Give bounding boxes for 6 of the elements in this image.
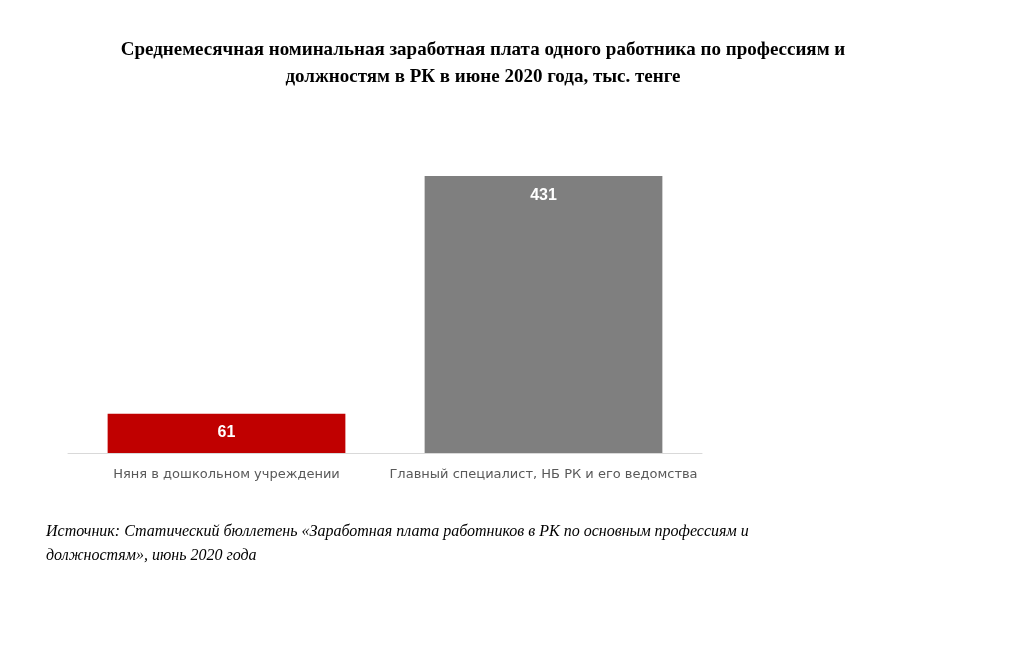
chart-title: Среднемесячная номинальная заработная плата одного работника по профессиям и должностям в РК в июне 2020 года, тыс. тенге	[120, 38, 846, 86]
text: Источник: Статический бюллетень «Заработная плата работников в РК по основным профессиям и должностям», июнь 2020 года	[45, 521, 749, 563]
x-tick-label: Няня в дошкольном учреждении	[113, 466, 340, 481]
data-label: 431	[530, 185, 557, 203]
data-label: 61	[217, 423, 236, 441]
x-tick-label: Главный специалист, НБ РК и его ведомства	[389, 466, 698, 481]
